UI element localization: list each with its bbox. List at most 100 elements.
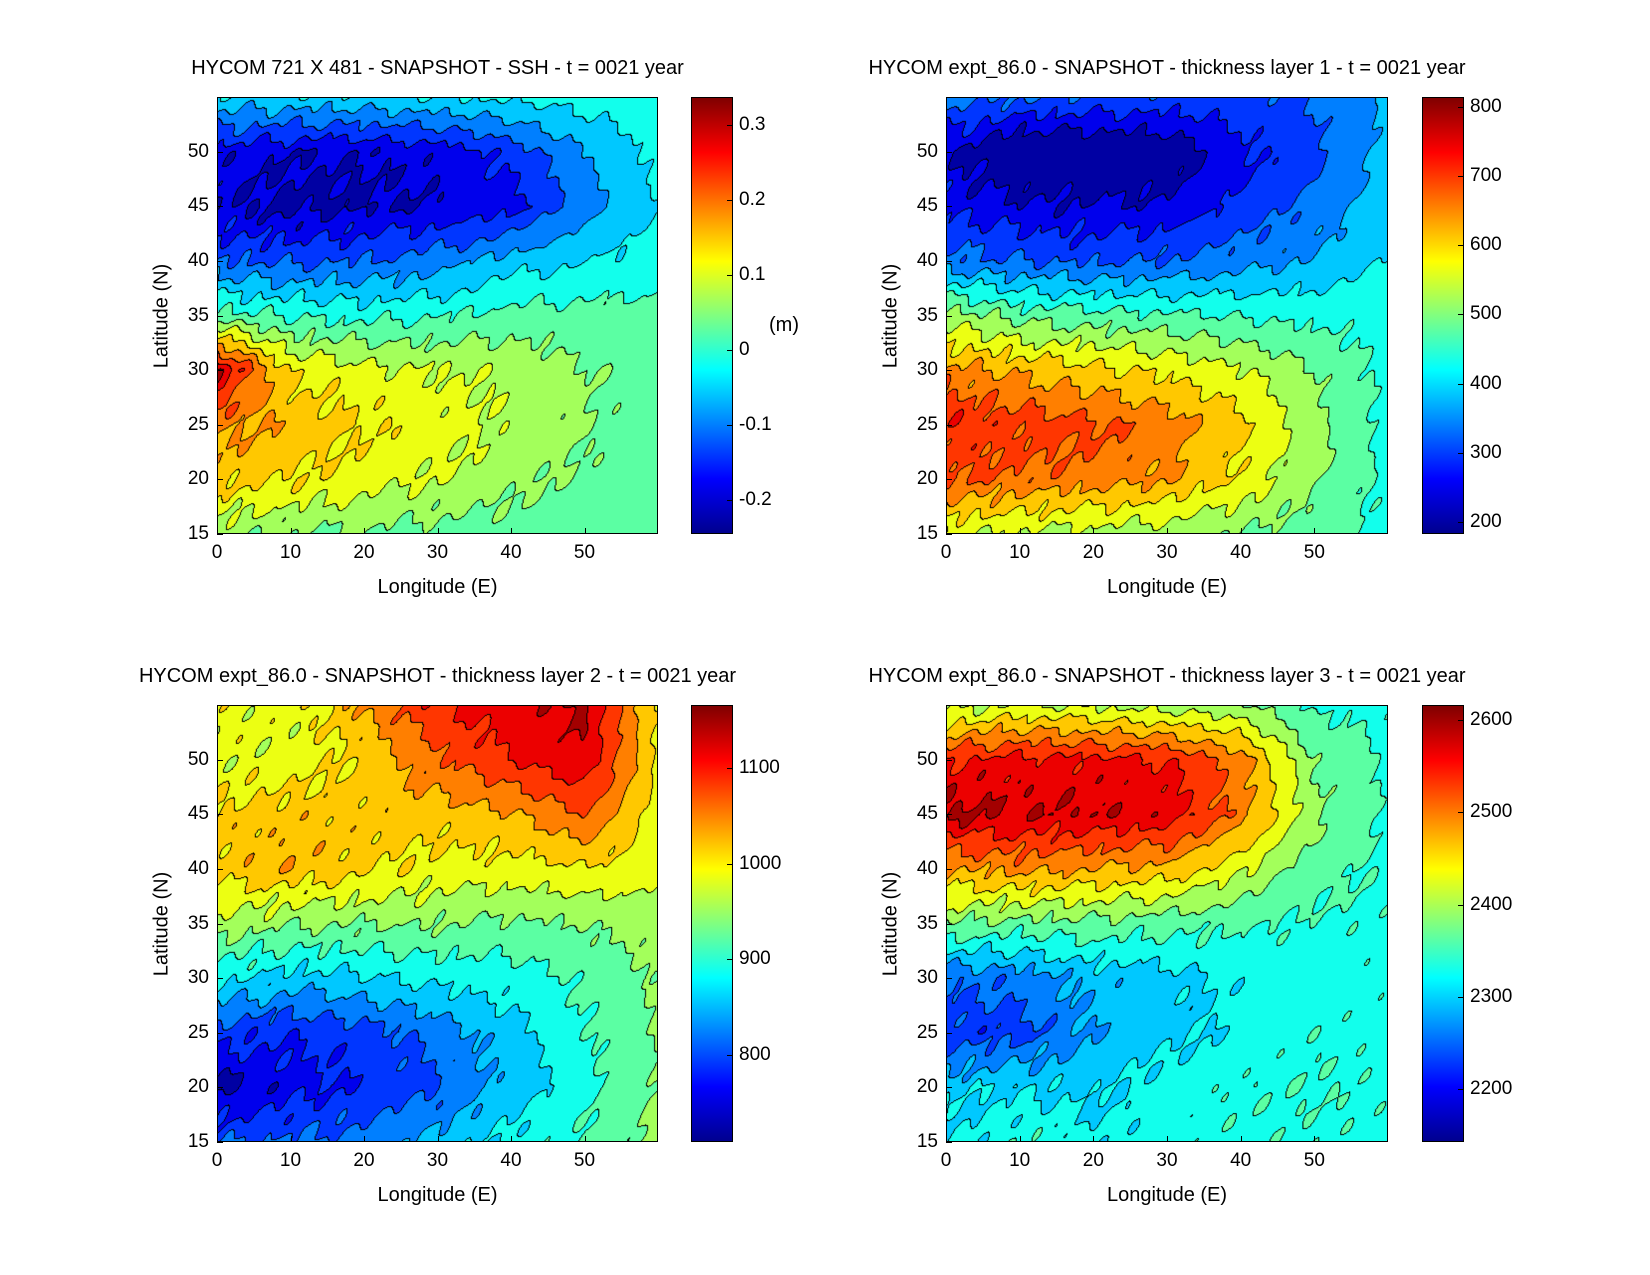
- x-tick-label: 10: [279, 542, 302, 563]
- colorbar-unit-label: (m): [769, 313, 799, 336]
- x-tick-mark: [217, 1136, 218, 1142]
- y-tick-mark: [946, 923, 952, 925]
- y-tick-mark: [946, 978, 952, 980]
- filled-contour-field: [947, 706, 1387, 1141]
- colorbar-tick-label: 2400: [1470, 893, 1513, 915]
- colorbar-tick-mark: [727, 1054, 733, 1056]
- x-tick-mark: [1314, 1136, 1316, 1142]
- y-tick-mark: [946, 814, 952, 816]
- x-tick-mark: [1240, 1136, 1242, 1142]
- colorbar: [1422, 705, 1464, 1142]
- x-tick-mark: [437, 1136, 439, 1142]
- colorbar-tick-label: 800: [1470, 96, 1502, 118]
- y-tick-mark: [946, 260, 952, 262]
- colorbar-tick-label: 800: [739, 1043, 771, 1065]
- x-tick-label: 40: [1230, 542, 1252, 563]
- y-tick-label: 25: [916, 413, 938, 435]
- y-tick-mark: [217, 370, 223, 372]
- x-tick-mark: [437, 528, 439, 534]
- x-tick-label: 0: [940, 1150, 952, 1171]
- x-tick-label: 0: [211, 1150, 223, 1171]
- y-tick-label: 25: [187, 413, 209, 435]
- x-tick-label: 50: [573, 1150, 596, 1171]
- contour-plot-area: [217, 97, 658, 534]
- y-tick-label: 25: [187, 1021, 209, 1043]
- colorbar-tick-mark: [727, 125, 733, 127]
- chart-title: HYCOM expt_86.0 - SNAPSHOT - thickness l…: [138, 665, 737, 687]
- x-tick-mark: [584, 1136, 586, 1142]
- y-tick-mark: [946, 206, 952, 208]
- x-tick-mark: [1093, 1136, 1095, 1142]
- colorbar-tick-mark: [1458, 176, 1464, 178]
- y-tick-label: 35: [916, 304, 938, 326]
- colorbar-tick-label: 900: [739, 948, 771, 970]
- y-axis-label: Latitude (N): [879, 263, 902, 368]
- contour-plot-area: [217, 705, 658, 1142]
- y-tick-mark: [217, 868, 223, 870]
- x-tick-label: 30: [1156, 542, 1178, 563]
- colorbar: [1422, 97, 1464, 534]
- colorbar-tick-mark: [727, 863, 733, 865]
- filled-contour-field: [218, 98, 657, 533]
- y-tick-label: 50: [916, 748, 938, 770]
- x-tick-label: 30: [1156, 1150, 1178, 1171]
- y-tick-mark: [946, 868, 952, 870]
- x-tick-label: 50: [573, 542, 596, 563]
- y-tick-mark: [217, 206, 223, 208]
- colorbar-tick-label: 2600: [1470, 708, 1513, 730]
- x-tick-mark: [1167, 1136, 1168, 1142]
- y-tick-mark: [946, 759, 952, 761]
- y-tick-mark: [946, 424, 952, 426]
- y-tick-label: 15: [916, 1131, 938, 1152]
- colorbar-tick-label: 500: [1470, 303, 1502, 325]
- colorbar-tick-mark: [727, 424, 733, 426]
- colorbar-tick-mark: [1458, 521, 1464, 523]
- colorbar-tick-mark: [1458, 719, 1464, 721]
- x-tick-label: 50: [1303, 542, 1325, 563]
- colorbar-tick-mark: [1458, 107, 1464, 109]
- y-tick-label: 20: [187, 1076, 209, 1098]
- colorbar-tick-mark: [727, 349, 733, 351]
- colorbar-tick-label: 0.2: [739, 189, 766, 211]
- y-tick-label: 35: [187, 304, 209, 326]
- x-tick-mark: [1314, 528, 1316, 534]
- colorbar-tick-mark: [727, 200, 733, 202]
- colorbar-tick-mark: [727, 959, 733, 961]
- colorbar-tick-mark: [1458, 904, 1464, 906]
- y-tick-label: 20: [187, 468, 209, 490]
- x-tick-label: 10: [1009, 542, 1031, 563]
- x-tick-label: 20: [353, 1150, 375, 1171]
- x-tick-label: 30: [426, 1150, 449, 1171]
- x-tick-label: 40: [1230, 1150, 1252, 1171]
- y-tick-mark: [946, 1032, 952, 1034]
- y-tick-label: 30: [187, 967, 209, 989]
- y-tick-mark: [946, 370, 952, 372]
- y-tick-label: 15: [187, 1131, 209, 1152]
- y-tick-label: 25: [916, 1021, 938, 1043]
- colorbar-tick-mark: [1458, 314, 1464, 316]
- colorbar: [691, 97, 733, 534]
- y-tick-mark: [217, 978, 223, 980]
- colorbar-tick-mark: [727, 275, 733, 277]
- y-tick-label: 45: [187, 195, 209, 217]
- y-tick-mark: [946, 1087, 952, 1089]
- colorbar-tick-label: 700: [1470, 165, 1502, 187]
- x-tick-mark: [511, 1136, 512, 1142]
- colorbar-tick-label: 2200: [1470, 1078, 1513, 1100]
- colorbar-tick-label: 0.1: [739, 264, 766, 286]
- y-tick-mark: [217, 923, 223, 925]
- y-tick-mark: [946, 315, 952, 317]
- y-tick-label: 20: [916, 1076, 938, 1098]
- y-tick-mark: [217, 814, 223, 816]
- x-tick-mark: [1093, 528, 1095, 534]
- colorbar: [691, 705, 733, 1142]
- filled-contour-field: [947, 98, 1387, 533]
- y-axis-label: Latitude (N): [150, 263, 173, 368]
- y-tick-mark: [217, 315, 223, 317]
- y-tick-label: 20: [916, 468, 938, 490]
- y-tick-label: 45: [187, 803, 209, 825]
- x-tick-mark: [1167, 528, 1168, 534]
- y-tick-label: 50: [187, 140, 209, 162]
- x-tick-mark: [511, 528, 512, 534]
